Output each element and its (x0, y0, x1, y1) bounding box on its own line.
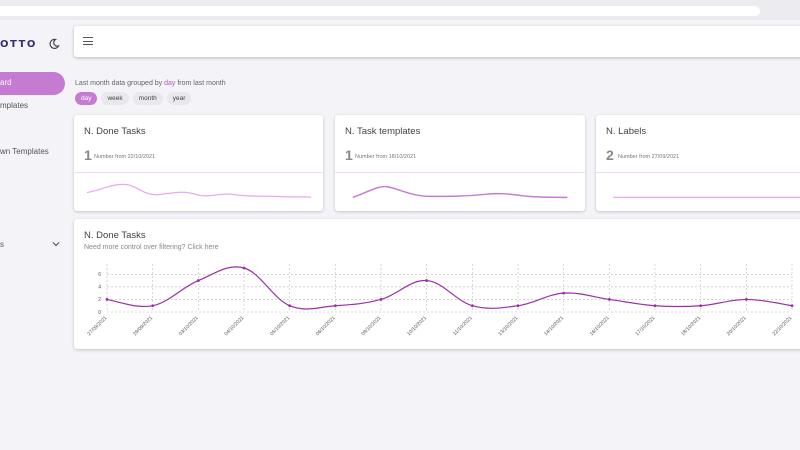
data-point[interactable] (607, 298, 611, 301)
card-value: 1 (345, 147, 353, 163)
chip-day[interactable]: day (75, 92, 98, 105)
card-sparkline (335, 172, 585, 199)
x-tick-label: 05/10/2021 (269, 315, 291, 337)
data-point[interactable] (470, 304, 474, 308)
data-point[interactable] (790, 304, 794, 308)
x-tick-label: 16/10/2021 (589, 315, 611, 337)
x-tick-label: 11/10/2021 (452, 315, 474, 337)
filter-description: Last month data grouped by day from last… (75, 80, 226, 87)
sidebar-item-dashboard[interactable]: ard (0, 72, 65, 95)
x-tick-label: 06/10/2021 (315, 315, 337, 337)
done-tasks-line-chart: 0 2 4 6 27/09/2021 29/09/2021 03/10/2021 04/10/… (86, 264, 794, 337)
data-point[interactable] (151, 304, 155, 308)
data-point[interactable] (562, 291, 566, 295)
data-point[interactable] (516, 304, 520, 308)
sidebar: OTTO ard mplates wn Templates s (0, 20, 68, 450)
app-logo: OTTO (0, 39, 37, 50)
sidebar-item-known-templates[interactable]: wn Templates (0, 147, 49, 156)
chip-year[interactable]: year (166, 92, 192, 105)
x-tick-label: 17/10/2021 (634, 315, 656, 337)
x-tick-label: 10/10/2021 (406, 315, 428, 337)
browser-bar (0, 0, 800, 20)
card-subtitle: Number from 18/10/2021 (355, 154, 417, 160)
sidebar-item-label: ard (0, 78, 12, 87)
x-tick-label: 03/10/2021 (178, 315, 200, 337)
data-point[interactable] (699, 304, 703, 308)
series-line (106, 266, 793, 310)
group-by-chips: day week month year (75, 92, 192, 105)
data-point[interactable] (242, 266, 246, 270)
data-point[interactable] (653, 304, 657, 308)
card-subtitle: Number from 27/09/2021 (618, 154, 680, 160)
top-bar (74, 26, 800, 57)
hamburger-icon[interactable] (83, 37, 93, 45)
x-tick-label: 22/10/2021 (771, 315, 793, 337)
chip-week[interactable]: week (101, 92, 129, 105)
card-sparkline (596, 172, 800, 199)
filter-suffix: from last month (175, 80, 226, 87)
x-tick-label: 13/10/2021 (497, 315, 519, 337)
data-point[interactable] (288, 304, 292, 308)
card-subtitle: Number from 22/10/2021 (94, 154, 156, 160)
chevron-down-icon[interactable] (52, 240, 60, 248)
x-tick-label: 27/09/2021 (86, 315, 108, 337)
browser-address-bar[interactable] (0, 6, 760, 16)
x-tick-label: 14/10/2021 (543, 315, 565, 337)
y-tick-label: 6 (98, 272, 101, 278)
x-tick-label: 29/09/2021 (132, 315, 154, 337)
x-tick-label: 18/10/2021 (680, 315, 702, 337)
data-point[interactable] (425, 279, 429, 282)
x-tick-label: 20/10/2021 (726, 315, 748, 337)
filter-prefix: Last month data grouped by (75, 80, 165, 87)
stat-card-done-tasks[interactable]: N. Done Tasks 1 Number from 22/10/2021 (74, 115, 323, 211)
done-tasks-chart-card: N. Done Tasks Need more control over fil… (74, 219, 800, 349)
x-tick-label: 08/10/2021 (360, 315, 382, 337)
moon-icon[interactable] (48, 38, 60, 50)
chart-title: N. Done Tasks (84, 230, 146, 241)
chart-filter-link[interactable]: Need more control over filtering? Click … (84, 244, 219, 251)
stat-card-task-templates[interactable]: N. Task templates 1 Number from 18/10/20… (335, 115, 585, 211)
card-sparkline (74, 172, 323, 199)
stat-card-labels[interactable]: N. Labels 2 Number from 27/09/2021 (596, 115, 800, 211)
y-tick-label: 4 (98, 285, 101, 291)
card-title: N. Labels (606, 126, 647, 137)
card-value: 2 (606, 147, 614, 163)
sidebar-item-group[interactable]: s (0, 240, 4, 249)
data-point[interactable] (333, 304, 337, 308)
card-title: N. Task templates (345, 126, 421, 137)
data-point[interactable] (379, 298, 383, 301)
data-point[interactable] (744, 298, 748, 301)
card-value: 1 (84, 147, 92, 163)
sidebar-item-templates[interactable]: mplates (0, 101, 29, 110)
y-tick-label: 2 (98, 297, 101, 303)
card-title: N. Done Tasks (84, 126, 146, 137)
data-point[interactable] (105, 298, 109, 301)
chip-month[interactable]: month (132, 92, 163, 105)
filter-highlight[interactable]: day (164, 80, 176, 87)
y-tick-label: 0 (98, 310, 101, 316)
x-tick-label: 04/10/2021 (223, 315, 245, 337)
data-point[interactable] (196, 279, 200, 282)
